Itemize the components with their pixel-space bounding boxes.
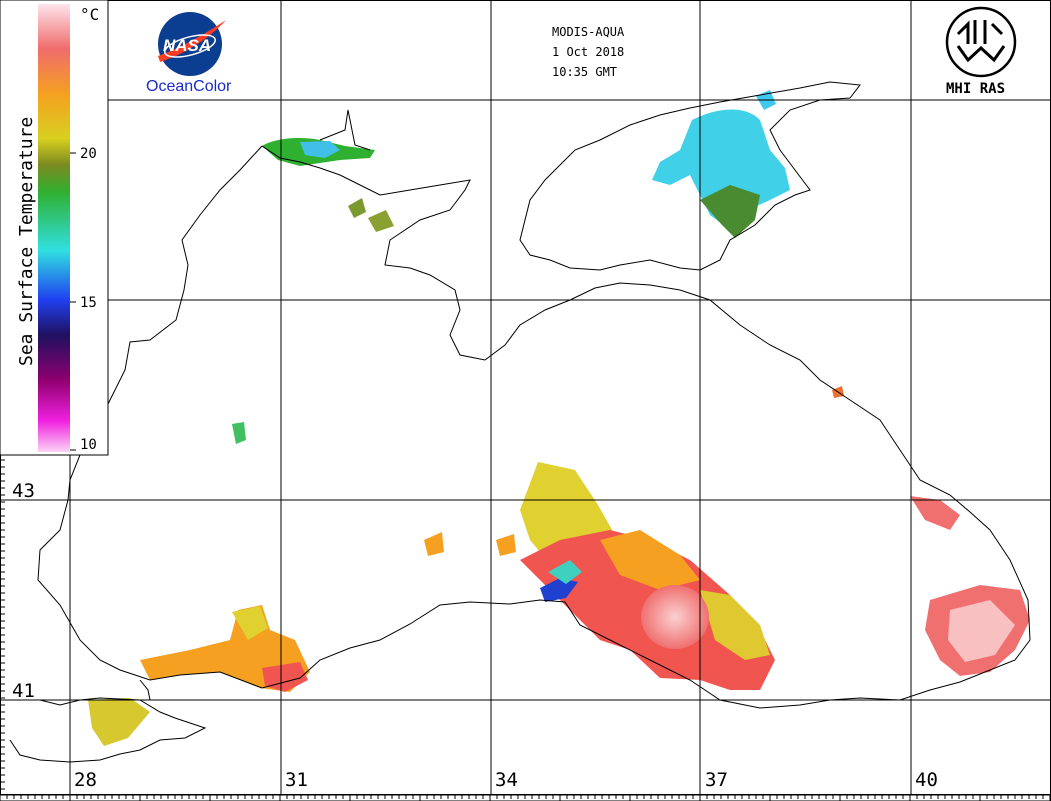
colorbar-panel: °C 20 15 10 Sea Surface Temperature bbox=[0, 0, 109, 456]
sst-patch-cyan-upwelling bbox=[548, 560, 582, 584]
mhi-label: MHI RAS bbox=[946, 81, 1005, 97]
header-time: 10:35 GMT bbox=[552, 65, 617, 79]
nasa-logo: NASA OceanColor bbox=[146, 12, 232, 95]
mhi-circle bbox=[945, 6, 1017, 78]
colorbar-title: Sea Surface Temperature bbox=[16, 117, 37, 366]
colorbar-tick-label-15: 15 bbox=[80, 295, 97, 311]
sst-patch-sw-yellow bbox=[232, 606, 268, 640]
sst-patch-marmara bbox=[88, 698, 150, 746]
lon-label-31: 31 bbox=[285, 769, 308, 791]
sst-patch-small-orange2 bbox=[496, 534, 516, 556]
header-sensor: MODIS-AQUA bbox=[552, 25, 625, 39]
lon-label-34: 34 bbox=[495, 769, 518, 791]
left-ruler-ticks bbox=[0, 459, 5, 790]
lon-label-37: 37 bbox=[705, 769, 728, 791]
sst-patch-east-north bbox=[910, 496, 960, 530]
colorbar-unit: °C bbox=[80, 5, 99, 24]
sst-patch-small-orange1 bbox=[424, 532, 444, 556]
sst-patch-east-yellow bbox=[700, 590, 770, 660]
sst-patch-crimea-west bbox=[348, 198, 366, 218]
nasa-swoosh bbox=[158, 20, 226, 62]
coastline-crimea-bay bbox=[319, 109, 371, 151]
nasa-wordmark: NASA bbox=[163, 36, 211, 55]
coastline-azov bbox=[519, 81, 861, 271]
oceancolor-label: OceanColor bbox=[146, 78, 232, 95]
sst-patch-azov-green bbox=[700, 185, 760, 238]
coastline-north bbox=[37, 145, 1031, 709]
coastline bbox=[9, 81, 1031, 763]
sst-hotspot bbox=[641, 585, 709, 649]
coastline-bosporus bbox=[139, 679, 151, 701]
mhi-logo: MHI RAS bbox=[945, 6, 1017, 97]
colorbar-gradient bbox=[38, 4, 70, 452]
sst-patch-nw-cyan bbox=[300, 141, 340, 158]
sst-patch-cold-upwelling bbox=[540, 578, 578, 602]
mhi-emblem bbox=[956, 20, 1006, 63]
sst-patch-east-pink-light bbox=[948, 600, 1015, 662]
coastline-marmara bbox=[9, 697, 207, 763]
nasa-orbit bbox=[164, 34, 216, 58]
sst-patch-small-green bbox=[232, 422, 246, 444]
lat-label-41: 41 bbox=[12, 680, 35, 702]
sst-patch-east-orange bbox=[600, 530, 700, 590]
bottom-ruler-ticks bbox=[0, 795, 1051, 801]
header-date: 1 Oct 2018 bbox=[552, 45, 624, 59]
sst-patch-crimea-west2 bbox=[368, 210, 394, 232]
sst-patches bbox=[88, 90, 1030, 746]
bottom-ruler bbox=[0, 794, 1051, 801]
colorbar-tick-label-20: 20 bbox=[80, 146, 97, 162]
lat-label-43: 43 bbox=[12, 480, 35, 502]
lon-label-40: 40 bbox=[915, 769, 938, 791]
colorbar-tick-label-10: 10 bbox=[80, 437, 97, 453]
lon-label-28: 28 bbox=[74, 769, 97, 791]
